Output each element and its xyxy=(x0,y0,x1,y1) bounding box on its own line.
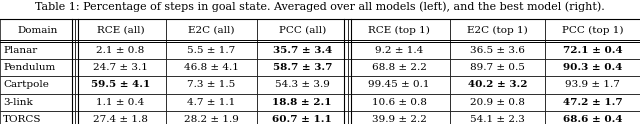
Text: Table 1: Percentage of steps in goal state. Averaged over all models (left), and: Table 1: Percentage of steps in goal sta… xyxy=(35,2,605,12)
